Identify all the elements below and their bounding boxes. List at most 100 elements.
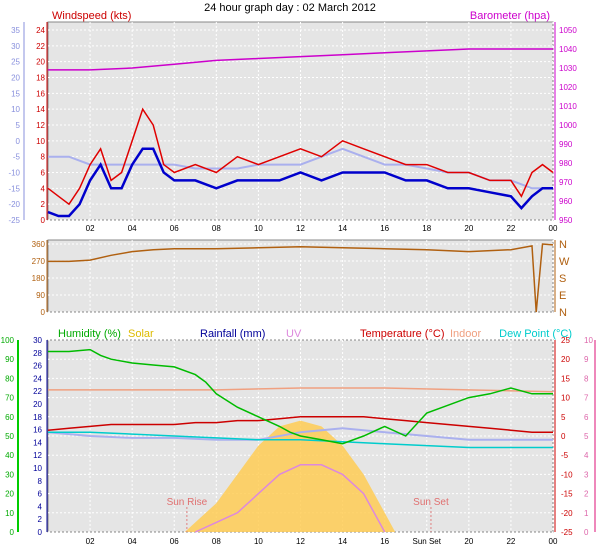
barometer-tick-label: 1050 xyxy=(559,26,577,35)
x-tick-label: 04 xyxy=(128,224,137,233)
humidity-tick-label: 100 xyxy=(1,336,15,345)
x-tick-label: 10 xyxy=(254,537,263,546)
temp-scale-tick-label: 20 xyxy=(11,74,20,83)
rainfall-tick-label: 20 xyxy=(33,400,42,409)
rainfall-tick-label: 0 xyxy=(38,528,43,537)
windspeed-line xyxy=(47,107,554,206)
x-tick-label: 10 xyxy=(254,224,263,233)
temp-panel-lines xyxy=(47,348,554,533)
x-tick-label: 02 xyxy=(86,224,95,233)
compass-tick-label: N xyxy=(559,307,567,319)
barometer-tick-label: 970 xyxy=(559,178,573,187)
sunrise-annotation: Sun Rise xyxy=(167,497,208,508)
temp-scale-tick-label: -20 xyxy=(8,200,20,209)
x-tick-label: 02 xyxy=(86,537,95,546)
temperature-tick-label: -25 xyxy=(561,528,573,537)
x-tick-label: 22 xyxy=(506,224,515,233)
temperature-tick-label: 0 xyxy=(561,432,566,441)
barometer-tick-label: 980 xyxy=(559,159,573,168)
rainfall-tick-label: 28 xyxy=(33,349,42,358)
rainfall-tick-label: 4 xyxy=(38,502,43,511)
x-tick-label: 12 xyxy=(296,224,305,233)
x-tick-label: 06 xyxy=(170,224,179,233)
compass-tick-label: E xyxy=(559,290,566,302)
windspeed-tick-label: 8 xyxy=(41,153,46,162)
barometer-tick-label: 960 xyxy=(559,197,573,206)
page-title: 24 hour graph day : 02 March 2012 xyxy=(204,2,376,14)
uv-tick-label: 3 xyxy=(584,470,589,479)
barometer-tick-label: 1040 xyxy=(559,45,577,54)
dewpoint-label: Dew Point (°C) xyxy=(499,328,572,340)
x-tick-label: 16 xyxy=(380,224,389,233)
uv-tick-label: 7 xyxy=(584,394,589,403)
barometer-tick-label: 990 xyxy=(559,140,573,149)
humidity-tick-label: 0 xyxy=(10,528,15,537)
x-tick-label: 22 xyxy=(506,537,515,546)
rainfall-tick-label: 26 xyxy=(33,362,42,371)
humidity-tick-label: 40 xyxy=(5,451,14,460)
x-tick-label: 00 xyxy=(549,537,558,546)
humidity-tick-label: 20 xyxy=(5,490,14,499)
barometer-tick-label: 1030 xyxy=(559,64,577,73)
rainfall-tick-label: 12 xyxy=(33,451,42,460)
direction-tick-label: 180 xyxy=(32,274,46,283)
humidity-tick-label: 60 xyxy=(5,413,14,422)
rainfall-tick-label: 6 xyxy=(38,490,43,499)
x-tick-label: 14 xyxy=(338,224,347,233)
windspeed-tick-label: 14 xyxy=(36,105,45,114)
temperature-tick-label: -15 xyxy=(561,490,573,499)
direction-tick-label: 0 xyxy=(41,308,46,317)
temperature-tick-label: 5 xyxy=(561,413,566,422)
direction-tick-label: 360 xyxy=(32,240,46,249)
temperature-scale-line xyxy=(47,427,553,441)
x-tick-label: 06 xyxy=(170,537,179,546)
rainfall-tick-label: 10 xyxy=(33,464,42,473)
temp-scale-tick-label: 30 xyxy=(11,42,20,51)
temp-scale-tick-label: 35 xyxy=(11,26,20,35)
rainfall-tick-label: 16 xyxy=(33,426,42,435)
x-tick-label: 14 xyxy=(338,537,347,546)
wind-panel-axes: 02 04 06 08 10 12 14 16 18 20 22 000246810121416182… xyxy=(8,22,577,233)
x-tick-label: 00 xyxy=(549,224,558,233)
temp-scale-tick-label: 10 xyxy=(11,105,20,114)
windspeed-tick-label: 20 xyxy=(36,58,45,67)
temperature-tick-label: 25 xyxy=(561,336,570,345)
sunset-annotation: Sun Set xyxy=(413,497,449,508)
temp-scale-tick-label: 25 xyxy=(11,58,20,67)
uv-tick-label: 5 xyxy=(584,432,589,441)
windspeed-tick-label: 6 xyxy=(41,169,46,178)
windspeed-tick-label: 10 xyxy=(36,137,45,146)
barometer-label: Barometer (hpa) xyxy=(470,10,550,22)
windspeed-tick-label: 18 xyxy=(36,74,45,83)
compass-tick-label: N xyxy=(559,239,567,251)
rainfall-tick-label: 24 xyxy=(33,374,42,383)
humidity-line xyxy=(48,348,553,445)
uv-tick-label: 1 xyxy=(584,509,589,518)
humidity-label: Humidity (%) xyxy=(58,328,121,340)
temp-scale-tick-label: 0 xyxy=(16,137,21,146)
humidity-tick-label: 10 xyxy=(5,509,14,518)
uv-tick-label: 9 xyxy=(584,355,589,364)
x-tick-label: 08 xyxy=(212,537,221,546)
wind-panel-lines xyxy=(47,48,554,218)
solar-label: Solar xyxy=(128,328,154,340)
temp-panel-fills xyxy=(184,420,396,532)
uv-label: UV xyxy=(286,328,302,340)
uv-tick-label: 2 xyxy=(584,490,589,499)
windspeed-tick-label: 4 xyxy=(41,184,46,193)
windspeed-label: Windspeed (kts) xyxy=(52,10,131,22)
compass-tick-label: W xyxy=(559,256,570,268)
x-tick-label: 18 xyxy=(422,224,431,233)
x-tick-label: 16 xyxy=(380,537,389,546)
humidity-tick-label: 90 xyxy=(5,355,14,364)
temp-panel-axes: 02 04 06 08 10 12 14 16 Sun Set 20 22 0001020304050… xyxy=(1,336,596,546)
uv-tick-label: 10 xyxy=(584,336,593,345)
x-tick-label: 20 xyxy=(464,224,473,233)
uv-tick-label: 6 xyxy=(584,413,589,422)
windspeed-tick-label: 2 xyxy=(41,200,46,209)
barometer-tick-label: 950 xyxy=(559,216,573,225)
temp-scale-tick-label: -25 xyxy=(8,216,20,225)
uv-tick-label: 0 xyxy=(584,528,589,537)
humidity-tick-label: 70 xyxy=(5,394,14,403)
x-tick-label: 12 xyxy=(296,537,305,546)
